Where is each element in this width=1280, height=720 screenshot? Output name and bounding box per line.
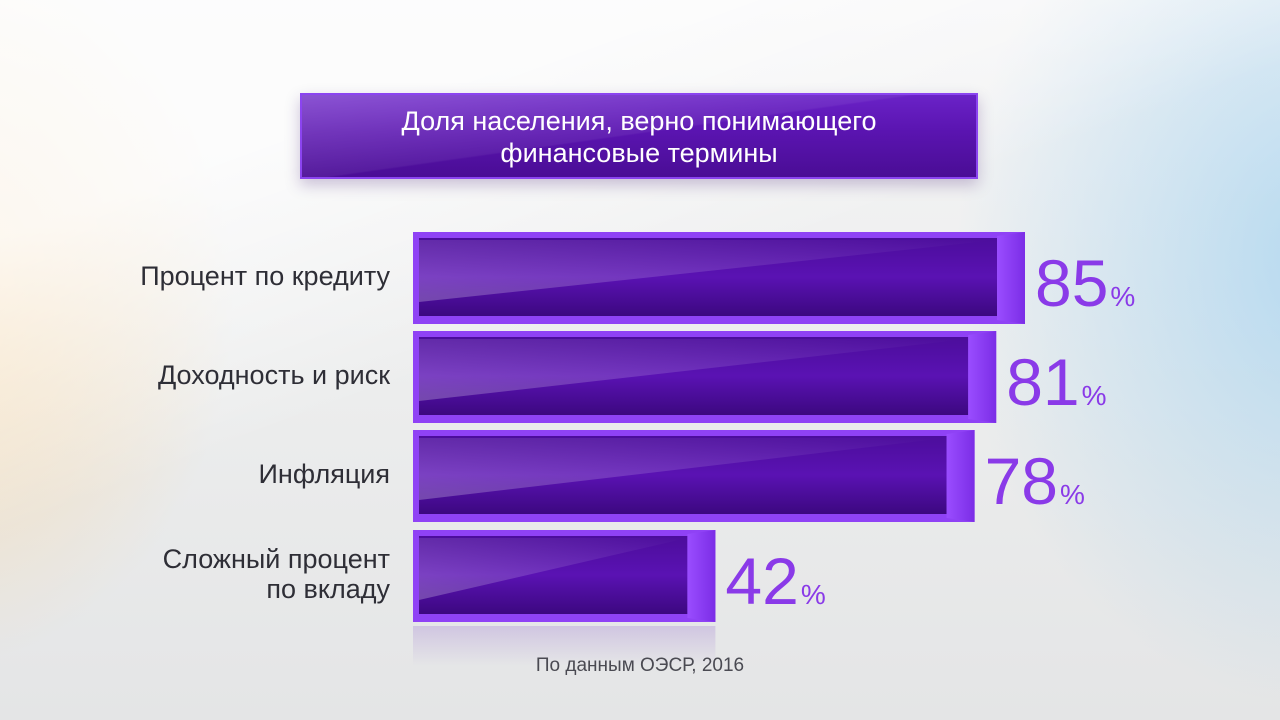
value-suffix-1: % [1082,380,1107,411]
source-note: По данным ОЭСР, 2016 [535,655,745,676]
bar-2-side [946,430,975,522]
value-suffix-3: % [801,579,826,610]
value-label-0: 85 [1035,246,1108,320]
bar-1-side [968,331,997,423]
bar-2-shine [419,438,947,500]
category-label-0: Процент по кредиту [140,261,390,291]
category-label-2: Инфляция [258,459,390,489]
bar-3-shine [419,538,688,600]
category-label-3: Сложный процент по вкладу [162,544,390,604]
value-label-2: 78 [985,444,1058,518]
bar-reflection [413,626,716,666]
chart-title-box: Доля населения, верно понимающего финанс… [300,93,978,179]
value-suffix-0: % [1110,281,1135,312]
value-label-3: 42 [725,544,798,618]
value-label-1: 81 [1006,345,1079,419]
category-label-1: Доходность и риск [157,360,390,390]
bar-0-shine [419,240,997,302]
bar-0-side [997,232,1025,324]
chart-title: Доля населения, верно понимающего финанс… [401,106,877,168]
value-suffix-2: % [1060,479,1085,510]
bar-1-shine [419,339,969,401]
bar-3-side [687,530,716,622]
